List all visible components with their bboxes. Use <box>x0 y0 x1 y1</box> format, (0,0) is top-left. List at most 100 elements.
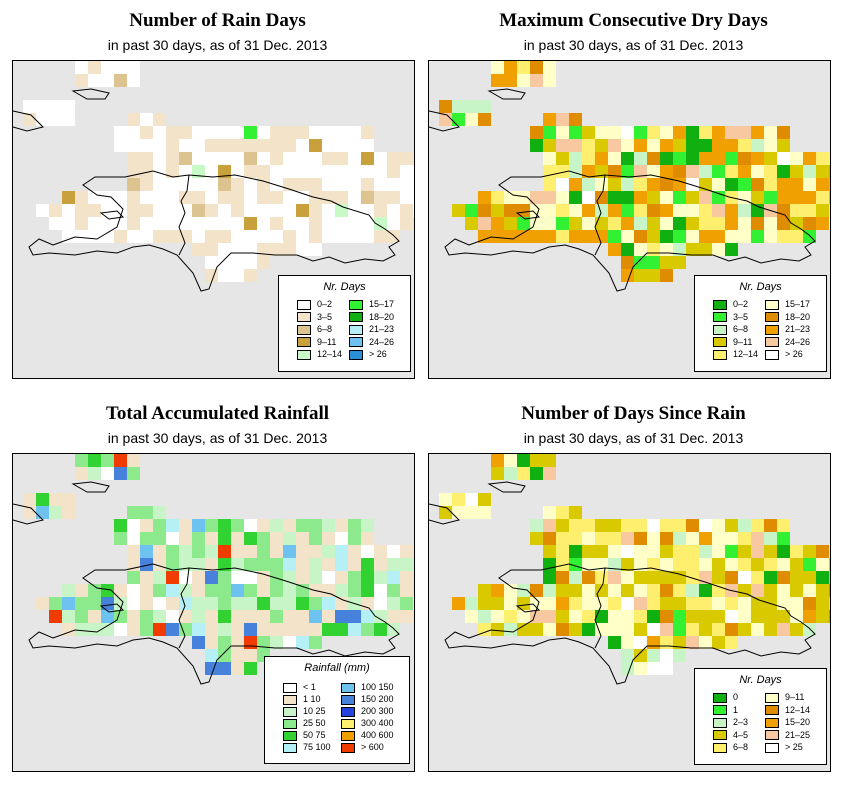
legend-label: 75 100 <box>303 742 331 752</box>
grid-cell <box>361 623 374 636</box>
coastline <box>28 88 400 292</box>
grid-cell <box>777 545 790 558</box>
grid-cell <box>75 61 88 74</box>
grid-cell <box>517 74 530 87</box>
grid-cell <box>803 584 816 597</box>
grid-cell <box>595 623 608 636</box>
grid-cell <box>777 519 790 532</box>
grid-cell <box>231 243 244 256</box>
grid-cell <box>387 584 400 597</box>
grid-cell <box>712 558 725 571</box>
grid-cell <box>179 191 192 204</box>
grid-cell <box>374 623 387 636</box>
grid-cell <box>49 506 62 519</box>
grid-cell <box>296 571 309 584</box>
grid-cell <box>699 152 712 165</box>
grid-cell <box>829 178 830 191</box>
grid-cell <box>127 139 140 152</box>
grid-cell <box>725 623 738 636</box>
grid-cell <box>556 191 569 204</box>
grid-cell <box>244 571 257 584</box>
grid-cell <box>283 217 296 230</box>
grid-cell <box>452 597 465 610</box>
grid-cell <box>751 584 764 597</box>
grid-cell <box>530 467 543 480</box>
grid-cell <box>569 506 582 519</box>
grid-cell <box>543 178 556 191</box>
grid-cell <box>296 204 309 217</box>
grid-cell <box>231 610 244 623</box>
grid-cell <box>543 204 556 217</box>
grid-cell <box>634 545 647 558</box>
grid-cell <box>816 204 829 217</box>
grid-cell <box>673 126 686 139</box>
grid-cell <box>764 532 777 545</box>
grid-cell <box>244 545 257 558</box>
grid-cell <box>712 519 725 532</box>
grid-cell <box>634 662 647 675</box>
grid-cell <box>712 217 725 230</box>
grid-cell <box>543 139 556 152</box>
grid-cell <box>361 191 374 204</box>
grid-cell <box>725 152 738 165</box>
grid-cell <box>582 178 595 191</box>
grid-cell <box>647 662 660 675</box>
grid-cell <box>556 178 569 191</box>
grid-cell <box>387 165 400 178</box>
grid-cell <box>127 623 140 636</box>
grid-cell <box>582 571 595 584</box>
grid-cell <box>140 126 153 139</box>
grid-cell <box>504 467 517 480</box>
grid-cell <box>660 178 673 191</box>
grid-cell <box>335 519 348 532</box>
grid-cell <box>452 113 465 126</box>
grid-cell <box>764 126 777 139</box>
grid-cell <box>712 243 725 256</box>
grid-cell <box>179 597 192 610</box>
legend-swatch <box>765 730 779 741</box>
rain-days-map <box>13 61 414 292</box>
grid-cell <box>296 243 309 256</box>
grid-cell <box>764 571 777 584</box>
grid-cell <box>673 139 686 152</box>
grid-cell <box>361 532 374 545</box>
grid-cell <box>751 545 764 558</box>
grid-cell <box>192 152 205 165</box>
grid-cell <box>205 623 218 636</box>
grid-cell <box>491 454 504 467</box>
grid-cell <box>322 165 335 178</box>
grid-cell <box>153 204 166 217</box>
grid-cell <box>231 269 244 282</box>
grid-cell <box>192 204 205 217</box>
grid-cell <box>413 204 414 217</box>
grid-cell <box>764 584 777 597</box>
grid-cell <box>153 139 166 152</box>
grid-cell <box>803 571 816 584</box>
grid-cell <box>686 558 699 571</box>
grid-cell <box>218 623 231 636</box>
grid-cell <box>647 532 660 545</box>
grid-cell <box>465 217 478 230</box>
grid-cell <box>699 243 712 256</box>
grid-cell <box>218 532 231 545</box>
grid-cell <box>218 256 231 269</box>
grid-cell <box>205 256 218 269</box>
grid-cell <box>829 558 830 571</box>
grid-cell <box>790 623 803 636</box>
grid-cell <box>270 584 283 597</box>
grid-cell <box>634 571 647 584</box>
grid-cell <box>452 100 465 113</box>
grid-cell <box>725 519 738 532</box>
grid-cell <box>647 610 660 623</box>
legend-label: 24–26 <box>369 336 395 347</box>
grid-cell <box>660 558 673 571</box>
grid-cell <box>244 623 257 636</box>
grid-cell <box>686 532 699 545</box>
grid-cell <box>608 532 621 545</box>
grid-cell <box>205 139 218 152</box>
grid-cell <box>244 519 257 532</box>
legend-label: 12–14 <box>317 349 343 359</box>
legend-label: 15–17 <box>785 299 811 309</box>
grid-cell <box>296 139 309 152</box>
grid-cell <box>738 623 751 636</box>
